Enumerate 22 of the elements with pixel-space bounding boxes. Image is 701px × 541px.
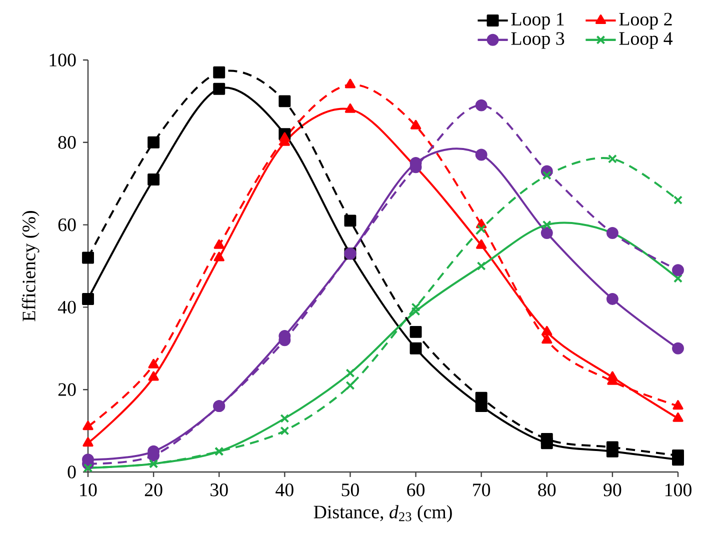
x-tick-label: 20: [144, 484, 162, 496]
x-axis-title: Distance, d$_{23}$ (cm): [314, 505, 452, 522]
x-tick-label: 30: [210, 484, 228, 496]
y-tick-label: 60: [58, 218, 76, 232]
y-axis-title: Efficiency (%): [22, 211, 40, 322]
x-tick-label: 100: [665, 484, 692, 496]
legend-label: Loop 1: [511, 12, 564, 30]
x-tick-label: 90: [604, 484, 622, 496]
legend-label: Loop 4: [619, 32, 673, 49]
y-tick-label: 100: [50, 54, 76, 66]
y-tick-label: 0: [68, 466, 76, 478]
y-tick-label: 20: [58, 383, 76, 396]
x-tick-label: 50: [342, 484, 359, 496]
x-tick-label: 40: [276, 484, 294, 496]
x-tick-label: 60: [407, 484, 425, 496]
legend-label: Loop 3: [511, 32, 564, 49]
x-tick-label: 70: [473, 484, 490, 496]
y-tick-label: 80: [58, 136, 76, 149]
x-tick-label: 10: [80, 484, 97, 496]
y-tick-label: 40: [58, 300, 76, 314]
x-tick-label: 80: [538, 484, 556, 496]
legend-label: Loop 2: [619, 12, 672, 30]
